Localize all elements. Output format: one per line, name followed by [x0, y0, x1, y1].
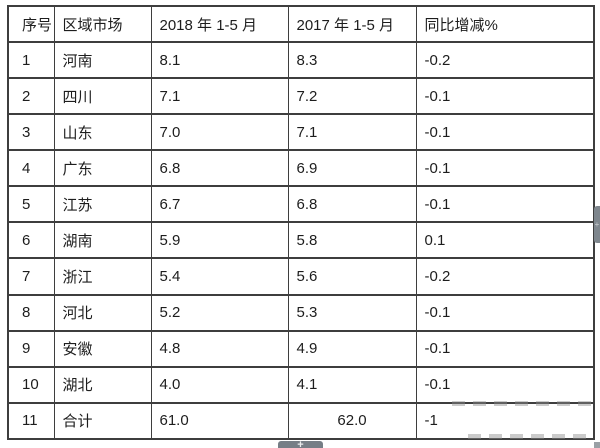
- table-cell: 7.2: [287, 77, 417, 116]
- table-row: 2 四川 7.1 7.2 -0.1: [7, 77, 595, 116]
- table-cell: 4.0: [150, 365, 289, 404]
- table-cell: 5.6: [287, 257, 417, 296]
- table-cell: 8.1: [150, 40, 289, 80]
- zoom-in-button[interactable]: +: [278, 439, 323, 448]
- header-cell: 序号: [7, 5, 55, 43]
- table-cell: 5.2: [150, 293, 289, 332]
- table-cell: -0.1: [415, 185, 595, 224]
- corner-fragment: [594, 442, 600, 448]
- region-market-table: 序号 区域市场 2018 年 1-5 月 2017 年 1-5 月同比增减% 1 河南 8…: [7, 5, 595, 441]
- table-cell: 61.0: [150, 401, 289, 441]
- table-cell: 6.9: [287, 149, 417, 188]
- plus-icon: +: [594, 220, 600, 229]
- table-cell: 四川: [53, 77, 152, 116]
- table-cell: 1: [7, 40, 55, 80]
- table-cell: 7.1: [150, 77, 289, 116]
- table-cell: 浙江: [53, 257, 152, 296]
- table-header-row: 序号 区域市场 2018 年 1-5 月 2017 年 1-5 月同比增减%: [7, 5, 595, 43]
- table-cell: 8: [7, 293, 55, 332]
- table-row: 7 浙江 5.4 5.6 -0.2: [7, 257, 595, 296]
- table-cell: -0.2: [415, 257, 595, 296]
- table-row: 8 河北 5.2 5.3 -0.1: [7, 293, 595, 332]
- table-cell: 62.0: [287, 401, 417, 441]
- table-cell: 6.8: [287, 185, 417, 224]
- table-body: 1 河南 8.1 8.3 -0.2 2 四川 7.1 7.2 -0.1 3 山东 7.0 7.1 -0.1 4…: [7, 40, 595, 441]
- table-row: 4 广东 6.8 6.9 -0.1: [7, 149, 595, 188]
- header-cell: 2017 年 1-5 月: [287, 5, 417, 43]
- table-cell: 7.1: [287, 113, 417, 152]
- side-panel-tab[interactable]: +: [594, 206, 600, 243]
- table-cell: 广东: [53, 149, 152, 188]
- table-cell: -0.1: [415, 293, 595, 332]
- table-cell: 9: [7, 329, 55, 368]
- table-cell: -0.2: [415, 40, 595, 80]
- table-cell: 5.3: [287, 293, 417, 332]
- table-cell: 江苏: [53, 185, 152, 224]
- table-cell: 湖北: [53, 365, 152, 404]
- table-cell: 8.3: [287, 40, 417, 80]
- header-cell: 2018 年 1-5 月: [150, 5, 289, 43]
- table-cell: 6.7: [150, 185, 289, 224]
- table-cell: 河南: [53, 40, 152, 80]
- table-cell: 6.8: [150, 149, 289, 188]
- table-cell: 河北: [53, 293, 152, 332]
- table-cell: 7: [7, 257, 55, 296]
- table-row: 3 山东 7.0 7.1 -0.1: [7, 113, 595, 152]
- table-cell: 6: [7, 221, 55, 260]
- table-cell: -0.1: [415, 149, 595, 188]
- table-cell: -0.1: [415, 77, 595, 116]
- table-cell: 湖南: [53, 221, 152, 260]
- table-cell: -0.1: [415, 365, 595, 404]
- header-cell: 区域市场: [53, 5, 152, 43]
- table-cell: 5.9: [150, 221, 289, 260]
- table-row: 5 江苏 6.7 6.8 -0.1: [7, 185, 595, 224]
- table-cell: 3: [7, 113, 55, 152]
- table-cell: 合计: [53, 401, 152, 441]
- table-cell: 5.8: [287, 221, 417, 260]
- table-cell: 7.0: [150, 113, 289, 152]
- table-cell: 山东: [53, 113, 152, 152]
- table-cell: 10: [7, 365, 55, 404]
- table-cell: 0.1: [415, 221, 595, 260]
- table-cell: 5.4: [150, 257, 289, 296]
- table-cell: -0.1: [415, 329, 595, 368]
- table-row: 6 湖南 5.9 5.8 0.1: [7, 221, 595, 260]
- table-cell: 4.8: [150, 329, 289, 368]
- table-cell: -0.1: [415, 113, 595, 152]
- table-cell: 2: [7, 77, 55, 116]
- table-row: 1 河南 8.1 8.3 -0.2: [7, 40, 595, 80]
- table-row: 10 湖北 4.0 4.1 -0.1: [7, 365, 595, 404]
- header-cell: 同比增减%: [415, 5, 595, 43]
- table-cell: 4.1: [287, 365, 417, 404]
- table-cell: 4: [7, 149, 55, 188]
- plus-icon: +: [297, 439, 304, 448]
- table-row: 9 安徽 4.8 4.9 -0.1: [7, 329, 595, 368]
- table-cell: 5: [7, 185, 55, 224]
- table-cell: 4.9: [287, 329, 417, 368]
- table-cell: 11: [7, 401, 55, 441]
- table-cell: -1: [415, 401, 595, 441]
- table-cell: 安徽: [53, 329, 152, 368]
- table-row: 11 合计 61.0 62.0 -1: [7, 401, 595, 441]
